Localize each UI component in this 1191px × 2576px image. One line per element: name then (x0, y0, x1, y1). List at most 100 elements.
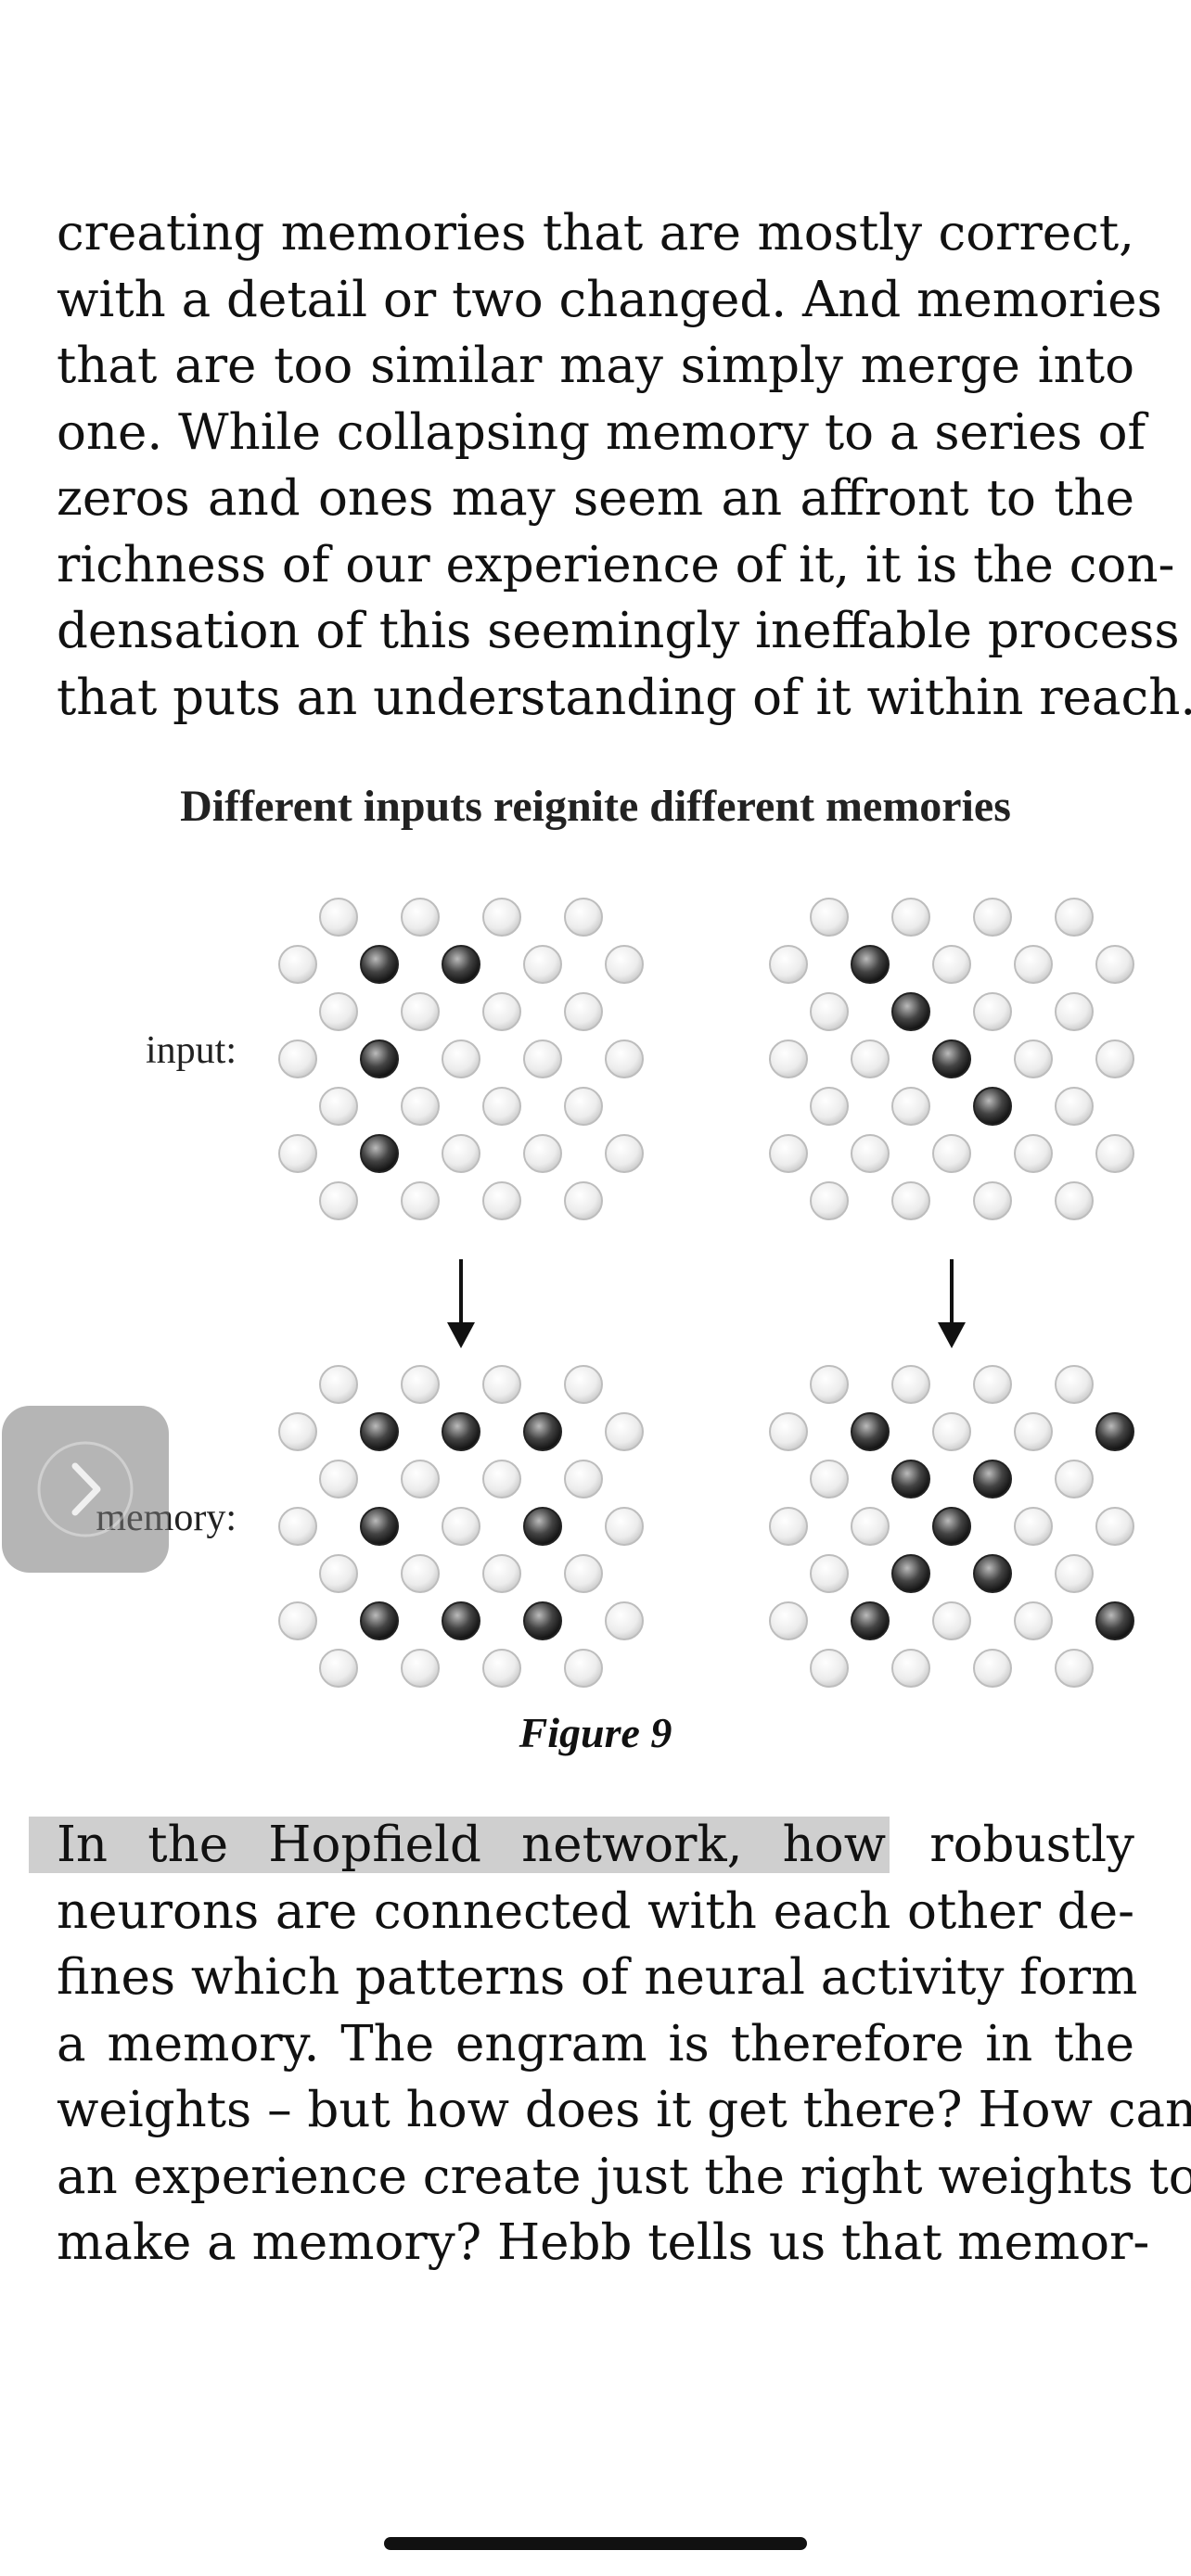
inactive-neuron (319, 1181, 358, 1220)
inactive-neuron (1055, 1649, 1094, 1688)
input-grid-right (769, 898, 1134, 1220)
figure-title: Different inputs reignite different memo… (180, 782, 1011, 831)
inactive-neuron (891, 1365, 930, 1404)
chevron-right-icon (37, 1441, 134, 1537)
active-neuron (442, 1412, 480, 1451)
active-neuron (360, 1601, 399, 1640)
inactive-neuron (1014, 945, 1053, 984)
inactive-neuron (401, 1460, 440, 1498)
inactive-neuron (564, 1181, 603, 1220)
inactive-neuron (319, 1365, 358, 1404)
inactive-neuron (1055, 1087, 1094, 1126)
inactive-neuron (810, 1649, 849, 1688)
active-neuron (973, 1554, 1012, 1593)
text-line: richness of our experience of it, it is … (57, 536, 1175, 593)
inactive-neuron (1014, 1507, 1053, 1546)
inactive-neuron (278, 1039, 317, 1078)
inactive-neuron (442, 1039, 480, 1078)
paragraph-top: creating memories that are mostly correc… (57, 200, 1191, 731)
paragraph-bottom: In the Hopfield network, how robustly ne… (29, 1812, 1191, 2276)
active-neuron (1095, 1412, 1134, 1451)
hopfield-figure: input: memory: (96, 898, 1134, 1688)
text-line: zeros and ones may seem an affront to th… (57, 470, 1134, 527)
inactive-neuron (1095, 1134, 1134, 1173)
inactive-neuron (769, 1412, 808, 1451)
inactive-neuron (891, 1087, 930, 1126)
text-line: make a memory? Hebb tells us that memor- (57, 2214, 1150, 2271)
active-neuron (1095, 1601, 1134, 1640)
inactive-neuron (401, 1087, 440, 1126)
active-neuron (360, 1412, 399, 1451)
active-neuron (973, 1087, 1012, 1126)
inactive-neuron (810, 992, 849, 1031)
inactive-neuron (810, 898, 849, 937)
inactive-neuron (605, 1134, 644, 1173)
inactive-neuron (605, 1507, 644, 1546)
inactive-neuron (891, 1181, 930, 1220)
inactive-neuron (1055, 1365, 1094, 1404)
inactive-neuron (564, 992, 603, 1031)
arrow-icon (938, 1259, 966, 1348)
home-indicator[interactable] (384, 2537, 807, 2550)
text-line: one. While collapsing memory to a series… (57, 403, 1146, 461)
inactive-neuron (810, 1181, 849, 1220)
text-line: that puts an understanding of it within … (57, 669, 1191, 726)
active-neuron (932, 1507, 971, 1546)
inactive-neuron (973, 992, 1012, 1031)
input-label: input: (146, 1029, 237, 1072)
inactive-neuron (523, 945, 562, 984)
inactive-neuron (564, 898, 603, 937)
active-neuron (932, 1039, 971, 1078)
inactive-neuron (278, 945, 317, 984)
text-line: creating memories that are mostly correc… (57, 205, 1134, 261)
inactive-neuron (564, 1460, 603, 1498)
inactive-neuron (1014, 1039, 1053, 1078)
inactive-neuron (932, 1412, 971, 1451)
inactive-neuron (442, 1507, 480, 1546)
inactive-neuron (851, 1134, 890, 1173)
inactive-neuron (973, 1365, 1012, 1404)
inactive-neuron (810, 1460, 849, 1498)
inactive-neuron (564, 1649, 603, 1688)
active-neuron (891, 1554, 930, 1593)
active-neuron (442, 1601, 480, 1640)
inactive-neuron (932, 945, 971, 984)
active-neuron (523, 1601, 562, 1640)
inactive-neuron (1014, 1601, 1053, 1640)
next-page-button[interactable] (2, 1406, 169, 1573)
inactive-neuron (442, 1134, 480, 1173)
inactive-neuron (1055, 1181, 1094, 1220)
inactive-neuron (1095, 945, 1134, 984)
active-neuron (851, 1412, 890, 1451)
active-neuron (851, 1601, 890, 1640)
inactive-neuron (319, 1554, 358, 1593)
inactive-neuron (769, 1601, 808, 1640)
inactive-neuron (482, 1365, 521, 1404)
inactive-neuron (810, 1365, 849, 1404)
inactive-neuron (851, 1039, 890, 1078)
inactive-neuron (605, 1601, 644, 1640)
text-line: an experience create just the right weig… (57, 2148, 1191, 2205)
inactive-neuron (523, 1039, 562, 1078)
active-neuron (523, 1507, 562, 1546)
active-neuron (891, 1460, 930, 1498)
inactive-neuron (810, 1554, 849, 1593)
text-line: neurons are connected with each other de… (57, 1882, 1134, 1940)
active-neuron (523, 1412, 562, 1451)
text-fragment: robustly (929, 1817, 1134, 1873)
inactive-neuron (278, 1601, 317, 1640)
inactive-neuron (769, 945, 808, 984)
inactive-neuron (482, 1554, 521, 1593)
text-line: weights – but how does it get there? How… (57, 2082, 1191, 2138)
inactive-neuron (401, 992, 440, 1031)
inactive-neuron (401, 898, 440, 937)
active-neuron (442, 945, 480, 984)
highlighted-text[interactable]: In the Hopfield network, how (29, 1817, 890, 1873)
text-line: In the Hopfield network, how robustly (29, 1812, 1134, 1879)
inactive-neuron (319, 1649, 358, 1688)
active-neuron (973, 1460, 1012, 1498)
inactive-neuron (1095, 1507, 1134, 1546)
inactive-neuron (482, 1181, 521, 1220)
active-neuron (360, 1134, 399, 1173)
